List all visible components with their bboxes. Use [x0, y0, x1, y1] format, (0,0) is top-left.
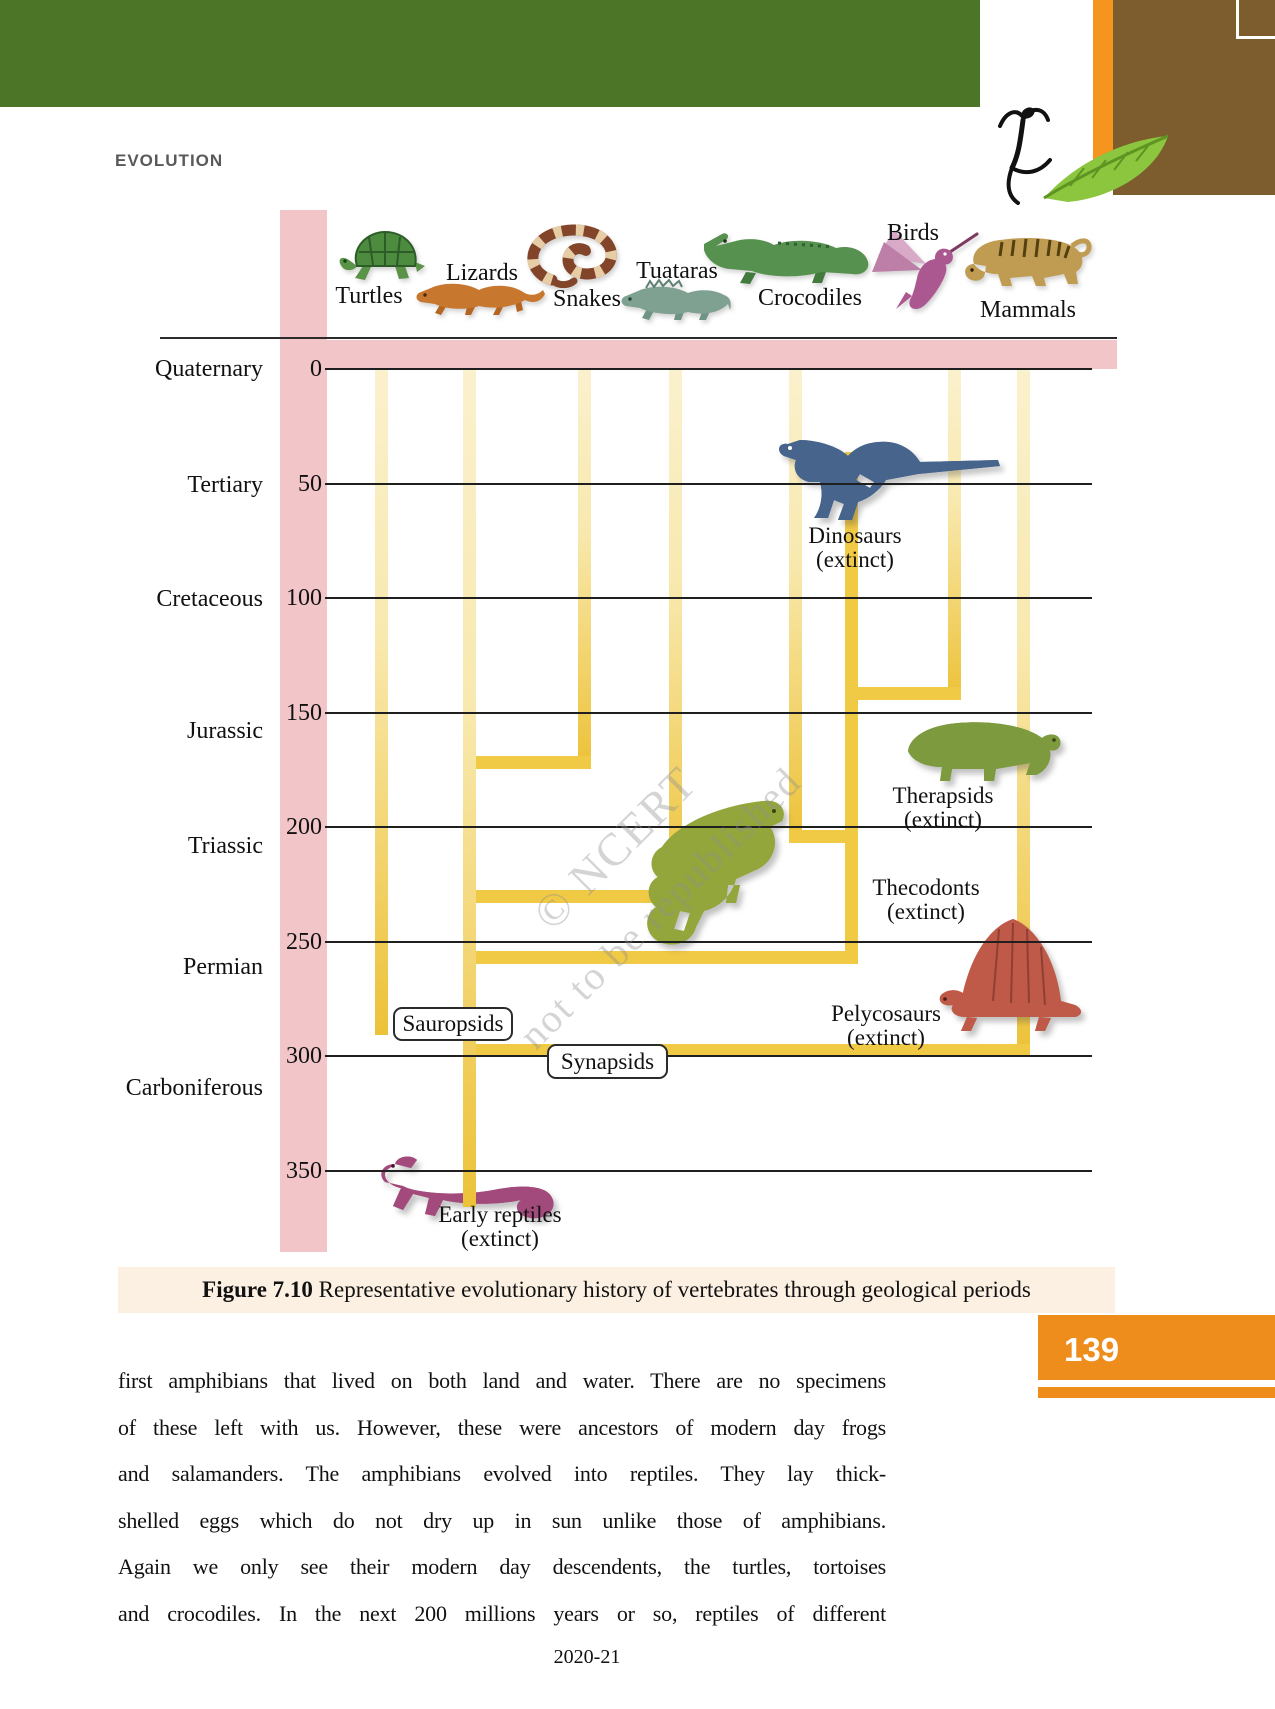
section-header: EVOLUTION	[115, 151, 224, 170]
gridline-50	[325, 483, 1092, 485]
body-line: and salamanders. The amphibians evolved …	[118, 1461, 886, 1486]
axis-tick-300: 300	[286, 1043, 322, 1069]
axis-tick-350: 350	[286, 1158, 322, 1184]
tiger-image	[965, 238, 1092, 286]
present-day-band	[327, 340, 1117, 369]
clade-box-sauropsids: Sauropsids	[393, 1007, 513, 1041]
page-number: 139	[1064, 1331, 1120, 1368]
extinct-status: (extinct)	[847, 1025, 925, 1050]
extinct-status: (extinct)	[816, 547, 894, 572]
extinct-label-therapsids: Therapsids (extinct)	[858, 784, 1028, 832]
gridline-0	[325, 368, 1092, 370]
hummingbird-image	[872, 230, 979, 310]
branch-dinosaur-thecodont-stem	[845, 452, 858, 964]
lineage-line-lizards-trunk	[463, 369, 476, 1207]
extinct-name: Pelycosaurs	[831, 1001, 941, 1026]
body-paragraph: first amphibians that lived on both land…	[118, 1358, 886, 1637]
clade-box-synapsids: Synapsids	[547, 1044, 668, 1079]
gridline-300	[325, 1055, 1092, 1057]
gridline-200	[325, 826, 1092, 828]
period-quaternary: Quaternary	[155, 356, 263, 382]
taxon-label-tuataras: Tuataras	[636, 258, 718, 284]
axis-tick-200: 200	[286, 814, 322, 840]
branch-archosaur-junction	[463, 951, 858, 964]
axis-tick-250: 250	[286, 929, 322, 955]
lineage-line-turtles	[375, 369, 388, 1035]
page-number-strip	[1038, 1387, 1275, 1398]
gridline-350	[325, 1170, 1092, 1172]
taxon-label-crocodiles: Crocodiles	[758, 285, 862, 311]
body-line: shelled eggs which do not dry up in sun …	[118, 1507, 886, 1533]
tuatara-image	[621, 278, 731, 320]
period-permian: Permian	[183, 954, 263, 980]
body-line: and crocodiles. In the next 200 millions…	[118, 1600, 886, 1626]
crocodile-image	[704, 233, 869, 284]
page-number-box: 139	[1038, 1315, 1275, 1380]
pelycosaur-image	[939, 919, 1081, 1031]
extinct-label-early-reptiles: Early reptiles (extinct)	[415, 1203, 585, 1251]
figure-caption-text: Representative evolutionary history of v…	[318, 1277, 1031, 1302]
axis-tick-0: 0	[310, 356, 322, 382]
taxon-label-mammals: Mammals	[980, 297, 1076, 323]
extinct-status: (extinct)	[887, 899, 965, 924]
lineage-line-snakes	[578, 369, 591, 768]
branch-crocodile-dinosaur-junction	[789, 830, 858, 843]
chart-top-rule	[160, 337, 1117, 339]
snake-image	[527, 224, 617, 288]
extinct-name: Dinosaurs	[808, 523, 902, 548]
extinct-label-thecodonts: Thecodonts (extinct)	[841, 876, 1011, 924]
period-carboniferous: Carboniferous	[125, 1075, 263, 1101]
extinct-status: (extinct)	[461, 1226, 539, 1251]
body-line: first amphibians that lived on both land…	[118, 1368, 886, 1393]
time-axis-column	[280, 210, 327, 1252]
early-reptile-image	[381, 1156, 554, 1219]
branch-dinosaur-birds-junction	[851, 687, 961, 700]
taxon-label-snakes: Snakes	[553, 286, 621, 312]
taxon-label-turtles: Turtles	[335, 283, 403, 309]
gridline-250	[325, 941, 1092, 943]
period-tertiary: Tertiary	[187, 472, 263, 498]
turtle-image	[339, 230, 425, 280]
figure-caption-label: Figure 7.10	[202, 1277, 313, 1302]
extinct-label-pelycosaurs: Pelycosaurs (extinct)	[801, 1002, 971, 1050]
corner-mark-vertical	[1236, 0, 1239, 38]
footer-year: 2020-21	[553, 1646, 621, 1668]
body-line: Again we only see their modern day desce…	[118, 1554, 886, 1579]
dancing-figure-logo	[998, 107, 1052, 205]
taxon-label-birds: Birds	[886, 220, 939, 246]
dinosaur-image	[779, 440, 1000, 520]
axis-tick-50: 50	[298, 471, 322, 497]
corner-mark-horizontal	[1236, 36, 1275, 39]
taxon-label-lizards: Lizards	[446, 260, 518, 286]
period-cretaceous: Cretaceous	[156, 586, 263, 612]
figure-caption: Figure 7.10 Representative evolutionary …	[118, 1267, 1115, 1313]
period-triassic: Triassic	[187, 833, 263, 859]
axis-tick-150: 150	[286, 700, 322, 726]
branch-tuataras-junction	[463, 890, 682, 903]
branch-snakes-junction	[463, 756, 591, 769]
lineage-line-crocodiles	[789, 369, 802, 842]
body-line: of these left with us. However, these we…	[118, 1414, 886, 1440]
gridline-100	[325, 597, 1092, 599]
lizard-image	[416, 283, 545, 315]
leaf-icon	[1043, 134, 1169, 202]
gridline-150	[325, 712, 1092, 714]
extinct-label-dinosaurs: Dinosaurs (extinct)	[770, 524, 940, 572]
axis-tick-100: 100	[286, 585, 322, 611]
lineage-line-birds	[948, 369, 961, 699]
therapsid-image	[908, 722, 1061, 781]
extinct-name: Early reptiles	[438, 1202, 562, 1227]
lineage-line-tuataras	[669, 369, 682, 902]
thecodont-image	[647, 800, 784, 945]
extinct-name: Thecodonts	[872, 875, 980, 900]
extinct-name: Therapsids	[892, 783, 994, 808]
extinct-status: (extinct)	[904, 807, 982, 832]
header-green-band	[0, 0, 980, 107]
header-orange-stripe	[1093, 0, 1113, 165]
period-jurassic: Jurassic	[187, 718, 263, 744]
